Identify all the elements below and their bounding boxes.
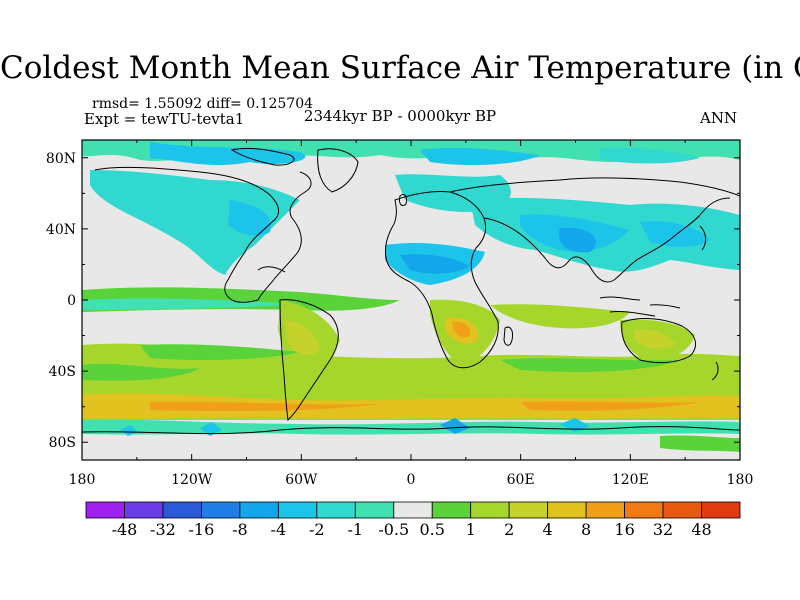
colorbar-tick-label: 8 (581, 520, 591, 539)
colorbar-swatch (124, 501, 164, 519)
y-tick-label: 80S (49, 435, 76, 451)
colorbar-swatch (201, 501, 241, 519)
y-tick-label: 0 (67, 293, 76, 309)
season-label: ANN (700, 109, 738, 127)
colorbar-labels: -48 -32 -16 -8 -4 -2 -1 -0.5 0.5 1 2 4 8 16 32 48 (112, 520, 712, 539)
colorbar-swatch (470, 501, 510, 519)
colorbar-swatch (393, 501, 433, 519)
period-label: 2344kyr BP - 0000kyr BP (303, 107, 497, 125)
y-tick-label: 80N (46, 151, 76, 167)
coastlines (82, 147, 740, 435)
colorbar-tick-label: 16 (614, 520, 634, 539)
y-tick-label: 40S (49, 364, 76, 380)
colorbar-swatch (701, 501, 741, 519)
experiment-label: Expt = tewTU-tevta1 (84, 110, 245, 128)
colorbar-swatch (316, 501, 356, 519)
colorbar-tick-label: 32 (653, 520, 673, 539)
colorbar-tick-label: 4 (543, 520, 553, 539)
colorbar-tick-label: -2 (309, 520, 325, 539)
colorbar-tick-label: -32 (150, 520, 176, 539)
chart-title: Coldest Month Mean Surface Air Temperatu… (0, 50, 800, 86)
colorbar-swatch (624, 501, 664, 519)
y-tick-label: 40N (46, 222, 76, 238)
temperature-field (82, 140, 740, 460)
colorbar-swatch (354, 501, 395, 519)
colorbar-swatch (162, 501, 202, 519)
x-tick-label: 60W (285, 472, 318, 488)
colorbar-tick-label: -48 (112, 520, 138, 539)
colorbar-tick-label: 1 (466, 520, 476, 539)
colorbar-swatch (277, 501, 318, 519)
y-axis-labels: 80N 40N 0 40S 80S (46, 151, 76, 451)
x-tick-label: 180 (727, 472, 754, 488)
colorbar-swatch (239, 501, 279, 519)
colorbar-swatch (508, 501, 549, 519)
colorbar-tick-label: 48 (691, 520, 711, 539)
colorbar-swatch (431, 501, 472, 519)
colorbar-swatch (585, 501, 625, 519)
x-tick-label: 120W (171, 472, 213, 488)
colorbar-swatch (547, 501, 587, 519)
stats-text: rmsd= 1.55092 diff= 0.125704 (92, 96, 314, 112)
colorbar (85, 501, 741, 519)
colorbar-swatch (85, 501, 125, 519)
x-axis-labels: 180 120W 60W 0 60E 120E 180 (69, 472, 754, 488)
colorbar-tick-label: 2 (504, 520, 514, 539)
x-tick-label: 60E (507, 472, 535, 488)
colorbar-tick-label: -1 (347, 520, 363, 539)
colorbar-tick-label: -8 (232, 520, 248, 539)
axis-ticks (81, 140, 741, 460)
colorbar-tick-label: -0.5 (378, 520, 409, 539)
colorbar-tick-label: -16 (189, 520, 215, 539)
colorbar-tick-label: 0.5 (420, 520, 445, 539)
x-tick-label: 120E (612, 472, 649, 488)
x-tick-label: 180 (69, 472, 96, 488)
colorbar-swatch (662, 501, 702, 519)
x-tick-label: 0 (407, 472, 416, 488)
colorbar-tick-label: -4 (271, 520, 287, 539)
